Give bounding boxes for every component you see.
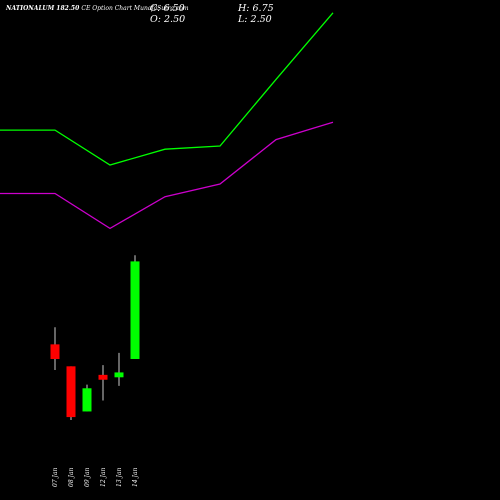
high-value: H: 6.75 [238, 3, 274, 14]
open-value: O: 2.50 [150, 14, 186, 25]
candle-body-up [114, 372, 124, 378]
lower-band-line [0, 121, 334, 230]
x-axis-labels: 07 Jan 08 Jan 09 Jan 12 Jan 13 Jan 14 Jan [52, 467, 139, 487]
candle-body-down [98, 374, 108, 380]
candle-body-up [82, 388, 92, 412]
x-tick-label: 14 Jan [132, 467, 139, 487]
x-tick-label: 09 Jan [84, 467, 91, 487]
candle-body-down [66, 366, 76, 418]
candle-08-jan [66, 366, 76, 420]
close-value: C: 6.50 [150, 3, 185, 14]
symbol-label: NATIONALUM 182.50 [6, 5, 80, 12]
bands-layer [0, 12, 334, 230]
candle-body-down [50, 344, 60, 359]
upper-band-line [0, 12, 334, 166]
x-tick-label: 08 Jan [68, 467, 75, 487]
candle-14-jan [130, 255, 140, 359]
chart-title: NATIONALUM 182.50 CE Option Chart Munafa… [6, 5, 189, 12]
x-tick-label: 12 Jan [100, 467, 107, 487]
low-value: L: 2.50 [238, 14, 272, 25]
x-tick-label: 13 Jan [116, 467, 123, 487]
x-tick-label: 07 Jan [52, 467, 59, 487]
candle-09-jan [82, 384, 92, 412]
candles-layer [50, 255, 140, 420]
candle-13-jan [114, 352, 124, 386]
subtitle-label: CE Option Chart MunafaSutra.com [81, 5, 189, 12]
candle-body-up [130, 261, 140, 359]
candle-12-jan [98, 365, 108, 401]
candle-07-jan [50, 327, 60, 370]
